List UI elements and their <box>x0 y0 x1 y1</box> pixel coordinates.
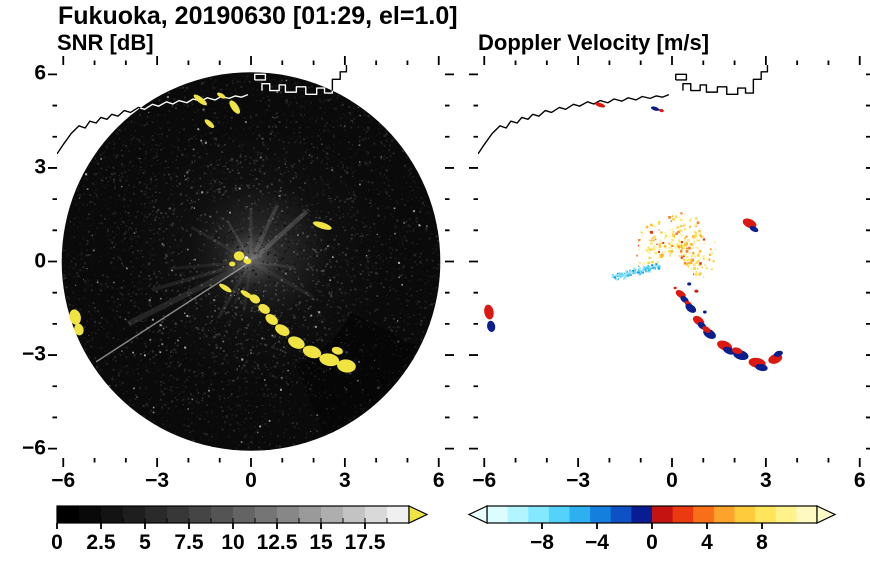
radar-ppi-plots-canvas <box>0 0 870 570</box>
radar-figure: Fukuoka, 20190630 [01:29, el=1.0] SNR [d… <box>0 0 870 570</box>
